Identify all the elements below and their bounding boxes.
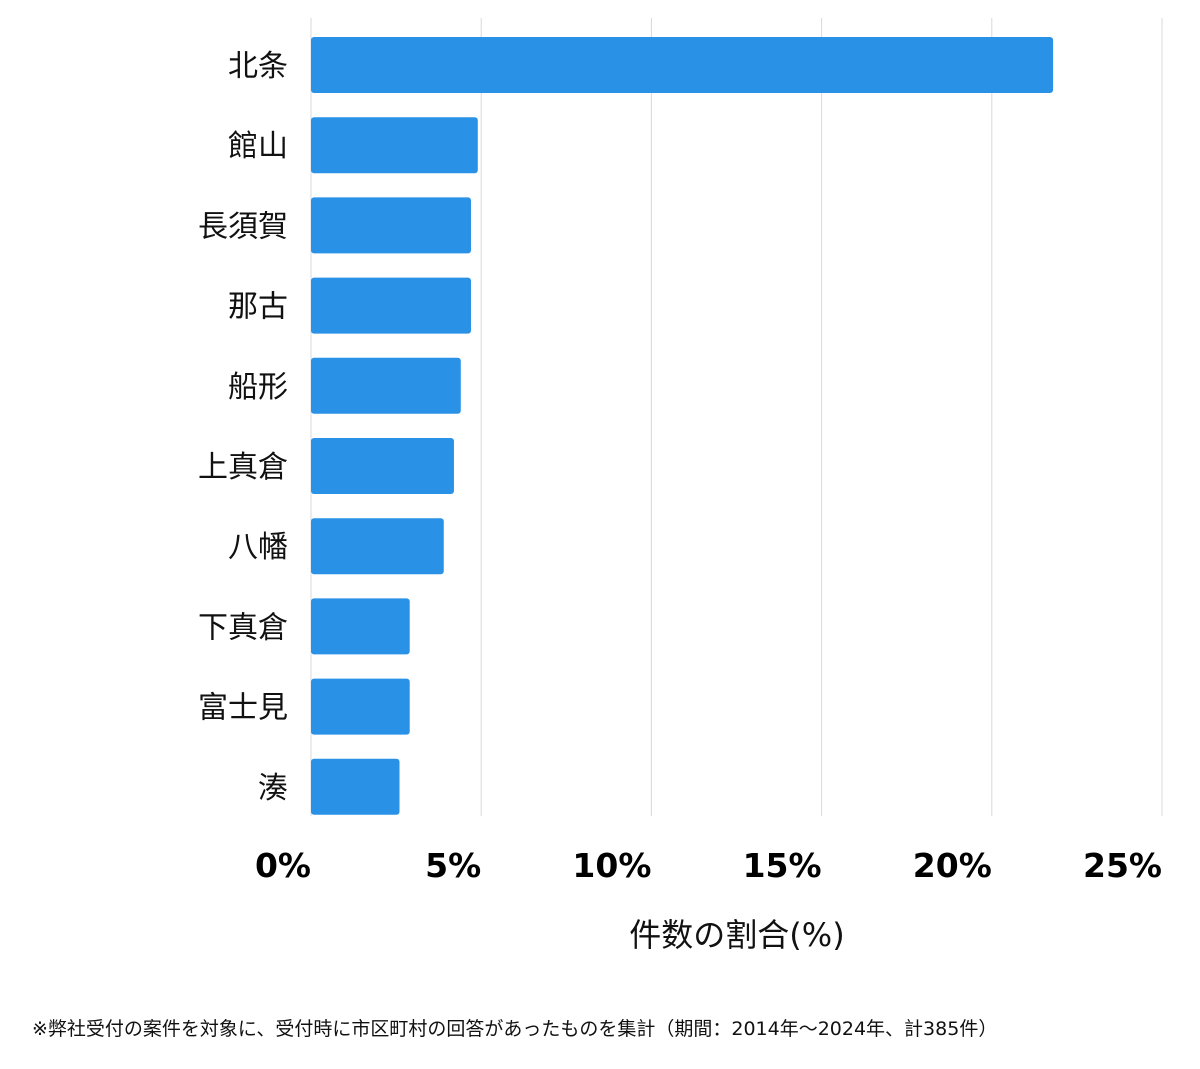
x-tick-labels: 0% 5% 10% 15% 20% 25%	[255, 846, 1162, 885]
category-label: 下真倉	[198, 610, 288, 645]
bar	[311, 438, 454, 494]
bar	[311, 197, 471, 254]
category-label: 湊	[258, 771, 288, 806]
category-label: 上真倉	[198, 450, 288, 485]
category-label: 北条	[228, 49, 288, 84]
x-axis-title: 件数の割合(%)	[629, 916, 844, 954]
category-label: 館山	[228, 129, 288, 164]
category-label: 富士見	[198, 691, 288, 726]
bar	[311, 518, 444, 575]
category-label: 船形	[228, 370, 288, 405]
bar	[311, 758, 400, 815]
x-tick-label: 0%	[255, 846, 311, 885]
category-label: 八幡	[228, 530, 288, 565]
bar	[311, 678, 410, 735]
x-tick-label: 5%	[425, 846, 481, 885]
category-label: 那古	[228, 290, 288, 325]
x-tick-label: 10%	[572, 846, 651, 885]
bar	[311, 277, 471, 334]
x-tick-label: 20%	[913, 846, 992, 885]
bar	[311, 117, 478, 174]
bar	[311, 357, 461, 414]
bars	[311, 37, 1054, 815]
bar	[311, 37, 1054, 93]
bar	[311, 598, 410, 655]
category-label: 長須賀	[198, 209, 288, 244]
footnote: ※弊社受付の案件を対象に、受付時に市区町村の回答があったものを集計（期間：201…	[32, 1018, 998, 1040]
x-tick-label: 25%	[1083, 846, 1162, 885]
x-tick-label: 15%	[743, 846, 822, 885]
